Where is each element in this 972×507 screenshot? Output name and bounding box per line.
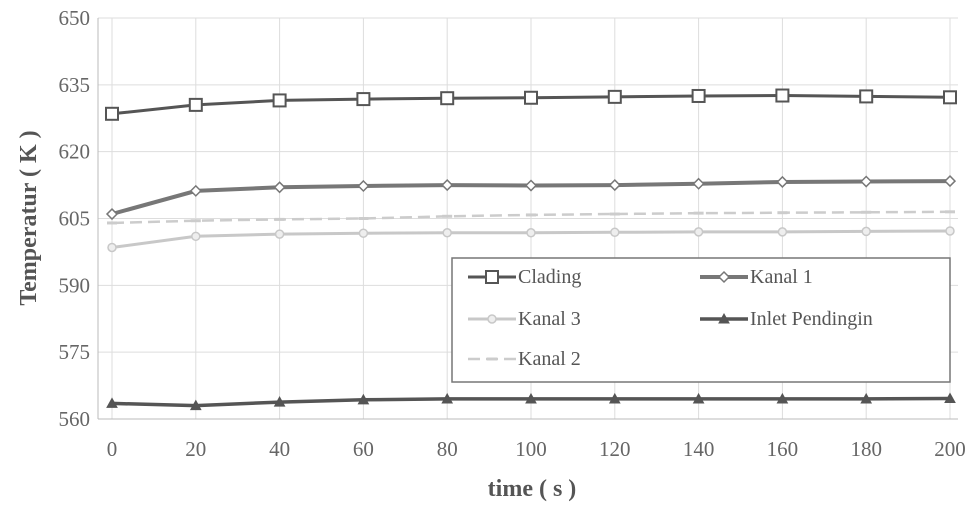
x-axis-title: time ( s ) (488, 476, 577, 502)
legend: Clading Kanal 1 Kanal 3 Inlet Pendingin Kana… (451, 257, 951, 383)
x-tick-label: 120 (599, 437, 631, 461)
data-point (358, 228, 369, 238)
data-point (525, 392, 537, 404)
x-tick-label: 40 (269, 437, 290, 461)
data-point (775, 88, 790, 103)
data-point (943, 175, 957, 188)
legend-swatch-marker (485, 270, 499, 284)
tick-labels: 650 635 620 605 590 575 560 0 20 40 60 80 100 120 140 1… (59, 6, 966, 461)
data-point (105, 106, 119, 121)
data-point (188, 97, 203, 112)
data-point (945, 226, 955, 236)
legend-label: Inlet Pendingin (750, 308, 873, 330)
series-kanal-2 (107, 210, 955, 225)
data-point (441, 392, 454, 404)
x-tick-label: 60 (353, 437, 374, 461)
legend-item: Clading (468, 266, 581, 288)
y-tick-label: 590 (59, 273, 91, 297)
x-tick-label: 20 (185, 437, 206, 461)
legend-swatch-marker (718, 312, 730, 324)
data-point (860, 175, 873, 188)
x-tick-label: 80 (437, 437, 458, 461)
data-point (692, 177, 705, 190)
legend-swatch-marker (487, 314, 497, 324)
data-point (106, 397, 118, 408)
data-point (441, 179, 454, 192)
series-clading (105, 88, 957, 121)
data-point (608, 179, 621, 192)
data-point (442, 228, 452, 238)
data-series (105, 88, 957, 411)
data-point (272, 93, 287, 108)
data-point (944, 392, 956, 404)
x-tick-label: 200 (934, 437, 966, 461)
x-tick-label: 180 (850, 437, 882, 461)
data-point (274, 229, 285, 239)
y-tick-label: 650 (59, 6, 91, 30)
data-point (777, 227, 788, 237)
data-point (357, 179, 370, 193)
legend-item: Kanal 1 (700, 266, 813, 288)
data-point (607, 89, 622, 104)
data-point (861, 226, 871, 237)
data-point (859, 89, 874, 104)
legend-label: Kanal 3 (518, 308, 581, 330)
data-point (524, 90, 538, 105)
data-point (191, 231, 201, 242)
data-point (610, 227, 620, 238)
axes (97, 18, 958, 420)
data-point (524, 179, 538, 192)
data-point (273, 396, 286, 407)
legend-item: Kanal 2 (468, 348, 581, 370)
data-point (440, 91, 455, 106)
y-tick-label: 620 (59, 140, 91, 164)
data-point (943, 90, 957, 105)
y-tick-label: 635 (59, 73, 91, 97)
legend-label: Kanal 2 (518, 348, 581, 370)
data-point (273, 181, 286, 194)
data-point (691, 88, 706, 103)
legend-swatch-marker (717, 270, 731, 284)
data-point (860, 392, 873, 404)
data-point (105, 207, 119, 221)
data-point (107, 242, 117, 253)
series-inlet-pendingin (106, 392, 956, 411)
legend-label: Kanal 1 (750, 266, 813, 288)
x-tick-label: 140 (683, 437, 715, 461)
legend-item: Inlet Pendingin (700, 308, 873, 330)
data-point (526, 228, 536, 238)
data-point (189, 399, 202, 411)
data-point (776, 175, 789, 189)
data-point (693, 227, 704, 237)
x-tick-label: 100 (515, 437, 547, 461)
data-point (189, 184, 202, 197)
data-point (776, 392, 789, 404)
data-point (357, 393, 370, 405)
series-kanal-3 (107, 226, 955, 253)
y-tick-label: 605 (59, 207, 91, 231)
legend-item: Kanal 3 (468, 308, 581, 330)
data-point (356, 92, 371, 107)
x-tick-label: 0 (107, 437, 118, 461)
y-tick-label: 575 (59, 340, 91, 364)
legend-label: Clading (518, 266, 581, 288)
series-kanal-1 (105, 175, 957, 221)
y-tick-label: 560 (59, 407, 91, 431)
data-point (608, 392, 621, 404)
y-axis-title: Temperatur ( K ) (16, 130, 42, 305)
data-point (692, 392, 705, 404)
x-tick-label: 160 (767, 437, 799, 461)
